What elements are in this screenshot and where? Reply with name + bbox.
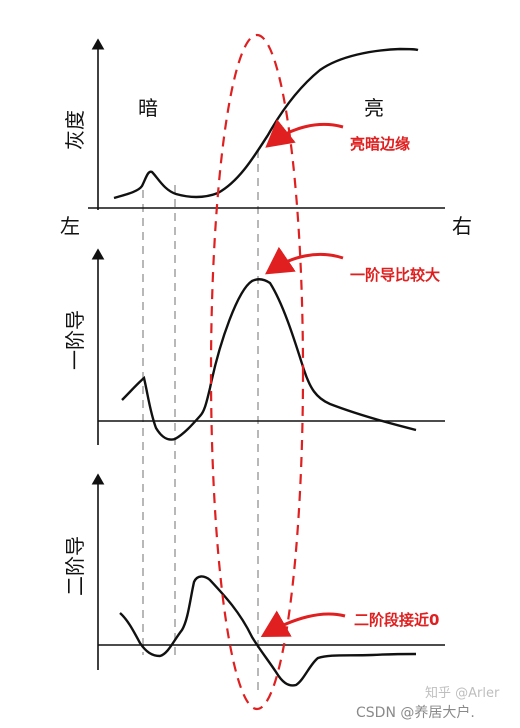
csdn-watermark: CSDN @养居大户. [356,704,475,721]
edge-annotation: 亮暗边缘 [350,135,410,153]
edge-highlight-ellipse [209,33,305,711]
gray-panel: 灰度 暗 亮 左 右 [60,38,472,238]
second-derivative-panel: 二阶导 [63,473,445,687]
guide-lines [142,150,259,690]
dark-label: 暗 [138,96,158,120]
left-label: 左 [60,214,80,238]
second-y-label: 二阶导 [63,536,87,596]
second-zero-annotation: 二阶段接近0 [354,611,439,629]
second-annotation-arrow [260,610,346,637]
first-annotation-arrow [265,246,344,275]
edge-annotation-arrow [265,119,344,148]
first-max-annotation: 一阶导比较大 [350,266,440,284]
bright-label: 亮 [364,96,384,120]
right-label: 右 [452,214,472,238]
second-derivative-curve [119,575,417,687]
first-y-label: 一阶导 [63,310,87,370]
first-derivative-panel: 一阶导 [63,248,445,445]
gray-y-label: 灰度 [63,110,87,150]
first-derivative-curve [121,278,417,441]
zhihu-watermark: 知乎 @Arler [425,685,500,701]
gray-curve [113,47,419,200]
